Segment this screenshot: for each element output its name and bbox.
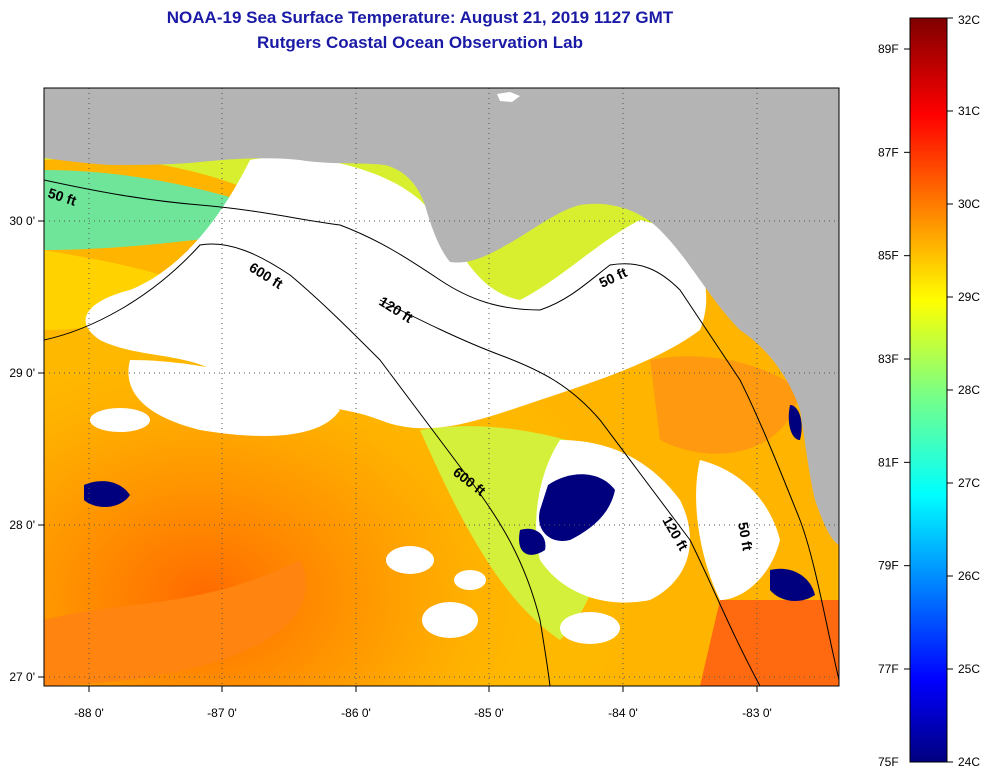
land <box>44 88 839 545</box>
colorbar-celsius-label: 30C <box>958 197 980 211</box>
lon-tick-label: -83 0' <box>742 706 772 720</box>
lat-tick-label: 29 0' <box>9 366 35 380</box>
lat-tick-label: 27 0' <box>9 670 35 684</box>
lon-tick-label: -85 0' <box>474 706 504 720</box>
lon-tick-label: -87 0' <box>207 706 237 720</box>
cold-patches <box>73 112 815 602</box>
lon-tick-label: -84 0' <box>608 706 638 720</box>
colorbar-fahrenheit-label: 79F <box>878 559 899 573</box>
colorbar-celsius-label: 28C <box>958 383 980 397</box>
colorbar-celsius-label: 27C <box>958 476 980 490</box>
colorbar-fahrenheit-label: 89F <box>878 42 899 56</box>
colorbar-fahrenheit-label: 87F <box>878 145 899 159</box>
colorbar-celsius-label: 26C <box>958 569 980 583</box>
map-frame <box>43 87 840 687</box>
bathymetry-contours <box>44 179 839 686</box>
colorbar-celsius-label: 29C <box>958 290 980 304</box>
colorbar-celsius-label: 31C <box>958 104 980 118</box>
chart-title: NOAA-19 Sea Surface Temperature: August … <box>166 8 674 27</box>
contour-label-50ft-southeast: 50 ft <box>735 521 756 552</box>
lat-tick-label: 28 0' <box>9 518 35 532</box>
lon-tick-label: -88 0' <box>74 706 104 720</box>
colorbar-celsius-label: 24C <box>958 755 980 769</box>
chart-subtitle: Rutgers Coastal Ocean Observation Lab <box>257 33 583 52</box>
colorbar-celsius-label: 32C <box>958 13 980 27</box>
colorbar-fahrenheit-label: 75F <box>878 755 899 769</box>
colorbar-fahrenheit-label: 81F <box>878 455 899 469</box>
colorbar-fahrenheit-label: 85F <box>878 249 899 263</box>
colorbar-celsius-label: 25C <box>958 662 980 676</box>
lon-tick-label: -86 0' <box>341 706 371 720</box>
colorbar-fahrenheit-label: 83F <box>878 352 899 366</box>
colorbar <box>909 17 948 763</box>
lat-tick-label: 30 0' <box>9 214 35 228</box>
colorbar-fahrenheit-label: 77F <box>878 662 899 676</box>
